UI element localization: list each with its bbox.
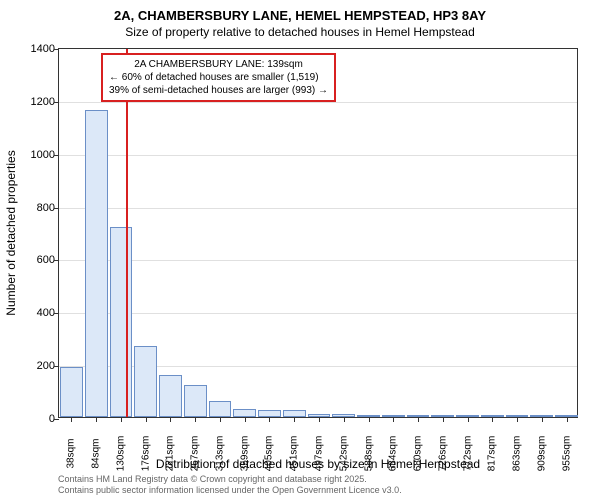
x-tick-mark — [344, 417, 345, 422]
annotation-line: 2A CHAMBERSBURY LANE: 139sqm — [109, 58, 328, 71]
y-tick-mark — [54, 260, 59, 261]
y-tick-mark — [54, 49, 59, 50]
x-tick-label: 817sqm — [487, 436, 498, 472]
x-tick-mark — [567, 417, 568, 422]
y-axis-label: Number of detached properties — [4, 150, 18, 315]
x-tick-label: 634sqm — [388, 436, 399, 472]
y-tick-label: 800 — [21, 202, 55, 214]
x-tick-mark — [146, 417, 147, 422]
x-tick-mark — [418, 417, 419, 422]
x-tick-mark — [220, 417, 221, 422]
bar — [382, 415, 405, 417]
y-tick-label: 1200 — [21, 96, 55, 108]
footer-line2: Contains public sector information licen… — [58, 485, 402, 496]
x-tick-mark — [369, 417, 370, 422]
x-tick-mark — [542, 417, 543, 422]
x-tick-label: 130sqm — [115, 436, 126, 472]
x-tick-mark — [96, 417, 97, 422]
bar — [110, 227, 133, 417]
y-tick-mark — [54, 419, 59, 420]
bar — [407, 415, 430, 417]
x-tick-label: 38sqm — [66, 438, 77, 468]
x-tick-mark — [393, 417, 394, 422]
plot-area: Number of detached properties Distributi… — [58, 48, 578, 418]
y-tick-label: 600 — [21, 254, 55, 266]
x-tick-label: 84sqm — [91, 438, 102, 468]
bar — [85, 110, 108, 417]
bar — [258, 410, 281, 417]
x-tick-label: 313sqm — [214, 436, 225, 472]
annotation-line: ← 60% of detached houses are smaller (1,… — [109, 71, 328, 84]
y-tick-mark — [54, 102, 59, 103]
x-tick-mark — [492, 417, 493, 422]
x-tick-label: 267sqm — [190, 436, 201, 472]
bar — [431, 415, 454, 417]
bar — [233, 409, 256, 417]
x-tick-mark — [468, 417, 469, 422]
bar — [555, 415, 578, 417]
bar — [506, 415, 529, 417]
x-tick-label: 176sqm — [140, 436, 151, 472]
x-tick-mark — [245, 417, 246, 422]
x-tick-label: 863sqm — [512, 436, 523, 472]
x-tick-mark — [319, 417, 320, 422]
gridline — [59, 313, 577, 314]
x-tick-label: 772sqm — [462, 436, 473, 472]
bar — [184, 385, 207, 417]
gridline — [59, 260, 577, 261]
x-tick-label: 497sqm — [314, 436, 325, 472]
bar — [456, 415, 479, 417]
bar — [283, 410, 306, 417]
y-tick-mark — [54, 208, 59, 209]
bar — [357, 415, 380, 417]
y-tick-label: 200 — [21, 360, 55, 372]
bar — [308, 414, 331, 417]
x-tick-label: 359sqm — [239, 436, 250, 472]
x-tick-mark — [170, 417, 171, 422]
footer-line1: Contains HM Land Registry data © Crown c… — [58, 474, 402, 485]
x-tick-label: 221sqm — [165, 436, 176, 472]
x-tick-mark — [195, 417, 196, 422]
y-tick-mark — [54, 155, 59, 156]
bar — [159, 375, 182, 417]
y-tick-label: 1000 — [21, 149, 55, 161]
x-tick-mark — [71, 417, 72, 422]
y-tick-label: 0 — [21, 413, 55, 425]
bar — [332, 414, 355, 417]
x-tick-label: 405sqm — [264, 436, 275, 472]
annotation-box: 2A CHAMBERSBURY LANE: 139sqm← 60% of det… — [101, 53, 336, 102]
x-tick-mark — [121, 417, 122, 422]
y-tick-mark — [54, 366, 59, 367]
annotation-line: 39% of semi-detached houses are larger (… — [109, 84, 328, 97]
x-tick-mark — [294, 417, 295, 422]
bar — [134, 346, 157, 417]
gridline — [59, 208, 577, 209]
y-tick-label: 400 — [21, 307, 55, 319]
gridline — [59, 155, 577, 156]
y-tick-mark — [54, 313, 59, 314]
x-tick-label: 726sqm — [437, 436, 448, 472]
x-tick-mark — [443, 417, 444, 422]
x-tick-label: 542sqm — [338, 436, 349, 472]
bar — [60, 367, 83, 417]
x-tick-label: 588sqm — [363, 436, 374, 472]
bar — [481, 415, 504, 417]
x-tick-label: 680sqm — [413, 436, 424, 472]
x-tick-label: 909sqm — [536, 436, 547, 472]
bar — [530, 415, 553, 417]
footer-attribution: Contains HM Land Registry data © Crown c… — [58, 474, 402, 496]
x-tick-mark — [517, 417, 518, 422]
chart-title: 2A, CHAMBERSBURY LANE, HEMEL HEMPSTEAD, … — [0, 0, 600, 23]
bar — [209, 401, 232, 417]
chart-subtitle: Size of property relative to detached ho… — [0, 25, 600, 39]
chart-container: 2A, CHAMBERSBURY LANE, HEMEL HEMPSTEAD, … — [0, 0, 600, 500]
x-tick-label: 955sqm — [561, 436, 572, 472]
y-tick-label: 1400 — [21, 43, 55, 55]
x-tick-mark — [269, 417, 270, 422]
reference-line — [126, 49, 128, 417]
x-tick-label: 451sqm — [289, 436, 300, 472]
